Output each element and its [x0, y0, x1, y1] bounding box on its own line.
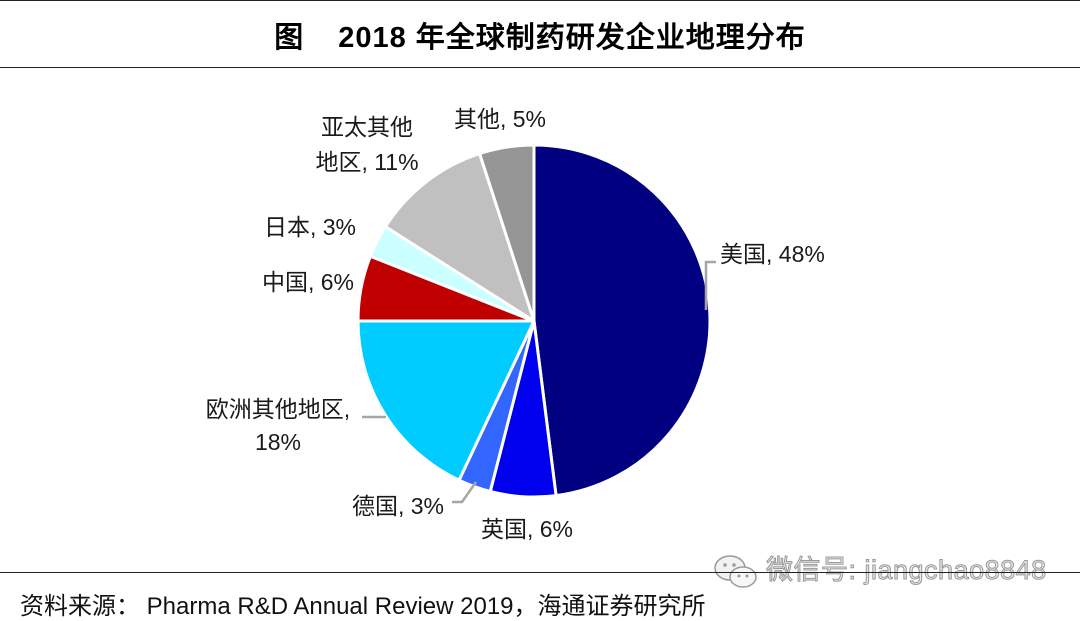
chart-title: 图 2018 年全球制药研发企业地理分布 — [0, 14, 1080, 56]
data-label-6-line-1: 地区, 11% — [315, 149, 418, 175]
pie-slice-7 — [478, 143, 536, 323]
data-label-7: 其他, 5% — [454, 106, 546, 132]
data-label-3-line-0: 欧洲其他地区, — [206, 396, 350, 422]
pie-slice-3 — [356, 319, 536, 482]
data-label-3-line-1: 18% — [255, 429, 301, 455]
data-label-4: 中国, 6% — [262, 269, 354, 295]
top-rule — [0, 0, 1080, 1]
source-note: 资料来源： Pharma R&D Annual Review 2019，海通证券… — [20, 593, 706, 620]
data-label-2: 德国, 3% — [352, 493, 444, 519]
data-label-1: 英国, 6% — [481, 516, 573, 542]
pie-slice-0 — [532, 143, 712, 498]
title-rule — [0, 67, 1080, 68]
title-text: 2018 年全球制药研发企业地理分布 — [338, 22, 806, 54]
source-rule — [0, 572, 1080, 573]
data-label-0: 美国, 48% — [720, 241, 825, 267]
leader-line-germany — [452, 481, 478, 504]
wechat-icon — [714, 555, 757, 588]
figure-label: 图 — [274, 22, 305, 54]
pie-slice-6 — [383, 152, 536, 323]
data-label-5: 日本, 3% — [264, 214, 356, 240]
watermark: 微信号: jiangchao8848 — [712, 548, 1047, 592]
leader-line-usa — [704, 260, 716, 310]
data-label-6-line-0: 亚太其他 — [321, 114, 413, 140]
watermark-text: 微信号: jiangchao8848 — [766, 555, 1047, 586]
